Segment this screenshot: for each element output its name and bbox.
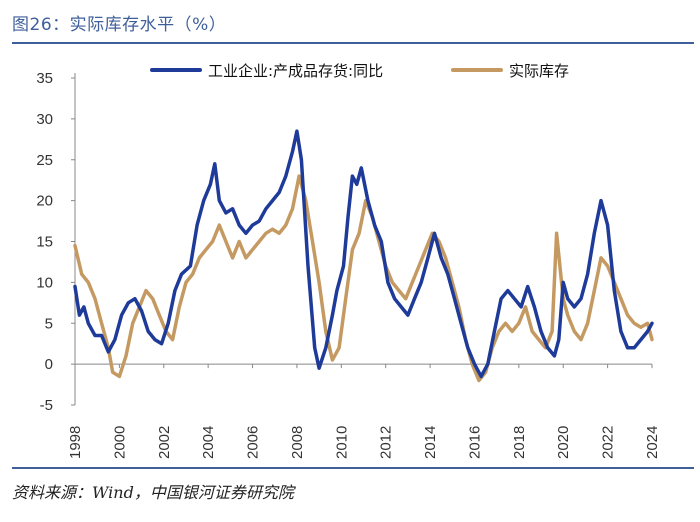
series-line	[73, 174, 654, 383]
x-tick-label: 2014	[422, 426, 439, 459]
x-tick-label: 2024	[644, 426, 661, 459]
x-tick-label: 2010	[333, 426, 350, 459]
y-tick-label: 10	[36, 274, 53, 291]
x-tick-label: 2006	[245, 426, 262, 459]
title-rule	[12, 42, 694, 44]
chart-legend: 工业企业:产成品存货:同比 实际库存	[150, 62, 569, 80]
chart-series	[73, 129, 654, 383]
y-tick-label: 5	[45, 315, 53, 332]
y-tick-label: 15	[36, 234, 53, 251]
figure-source: 资料来源：Wind，中国银河证券研究院	[12, 483, 294, 502]
y-tick-label: 0	[45, 356, 53, 373]
legend-label: 实际库存	[509, 62, 569, 80]
y-tick-label: 20	[36, 193, 53, 210]
y-tick-label: 25	[36, 152, 53, 169]
figure-title: 图26：实际库存水平（%）	[12, 15, 227, 35]
x-tick-label: 2012	[378, 426, 395, 459]
y-tick-label: -5	[40, 397, 53, 414]
chart-axes: -5 0 5 10 15 20 25 30 35 1998 2000 2002 2004 2006 2008…	[36, 70, 661, 459]
source-rule	[12, 467, 694, 469]
legend-label: 工业企业:产成品存货:同比	[208, 62, 383, 80]
x-tick-label: 2004	[200, 426, 217, 459]
y-tick-label: 35	[36, 70, 53, 87]
y-tick-label: 30	[36, 111, 53, 128]
x-tick-label: 2022	[600, 426, 617, 459]
x-tick-label: 2018	[511, 426, 528, 459]
x-tick-label: 2008	[289, 426, 306, 459]
x-tick-label: 2020	[555, 426, 572, 459]
x-tick-label: 2016	[466, 426, 483, 459]
x-tick-label: 1998	[67, 426, 84, 459]
x-tick-label: 2002	[156, 426, 173, 459]
series-line	[73, 129, 654, 379]
x-tick-label: 2000	[111, 426, 128, 459]
